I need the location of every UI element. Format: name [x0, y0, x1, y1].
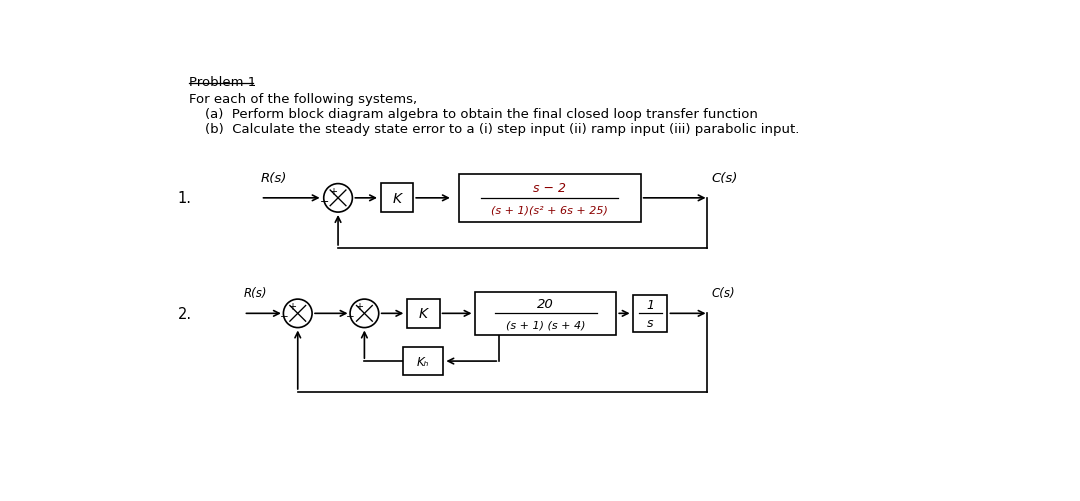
Text: −: − [320, 196, 328, 206]
Text: +: + [328, 186, 337, 196]
Text: Problem 1: Problem 1 [189, 76, 257, 89]
Text: −: − [346, 312, 355, 322]
Text: 1: 1 [646, 299, 654, 312]
Text: (s + 1) (s + 4): (s + 1) (s + 4) [507, 320, 585, 330]
Text: 1.: 1. [177, 191, 191, 206]
Text: R(s): R(s) [243, 287, 267, 300]
Bar [633, 295, 667, 332]
Text: R(s): R(s) [260, 171, 287, 184]
Circle shape [350, 300, 379, 328]
Circle shape [283, 300, 312, 328]
Text: 20: 20 [538, 297, 554, 310]
Bar [380, 184, 414, 213]
Bar [475, 292, 617, 335]
Text: (a)  Perform block diagram algebra to obtain the final closed loop transfer func: (a) Perform block diagram algebra to obt… [205, 108, 758, 121]
Text: Kₕ: Kₕ [417, 355, 430, 368]
Bar [407, 299, 440, 328]
Text: K: K [392, 191, 402, 205]
Bar [459, 175, 640, 222]
Text: K: K [419, 307, 428, 321]
Text: (b)  Calculate the steady state error to a (i) step input (ii) ramp input (iii) : (b) Calculate the steady state error to … [205, 123, 799, 136]
Bar [403, 348, 444, 375]
Text: For each of the following systems,: For each of the following systems, [189, 92, 417, 105]
Circle shape [324, 184, 352, 212]
Text: s: s [647, 317, 653, 330]
Text: +: + [355, 302, 363, 312]
Text: C(s): C(s) [712, 287, 735, 300]
Text: C(s): C(s) [712, 171, 738, 184]
Text: (s + 1)(s² + 6s + 25): (s + 1)(s² + 6s + 25) [491, 205, 608, 215]
Text: −: − [280, 312, 288, 322]
Text: +: + [288, 302, 296, 312]
Text: 2.: 2. [177, 306, 192, 321]
Text: s − 2: s − 2 [534, 181, 566, 194]
